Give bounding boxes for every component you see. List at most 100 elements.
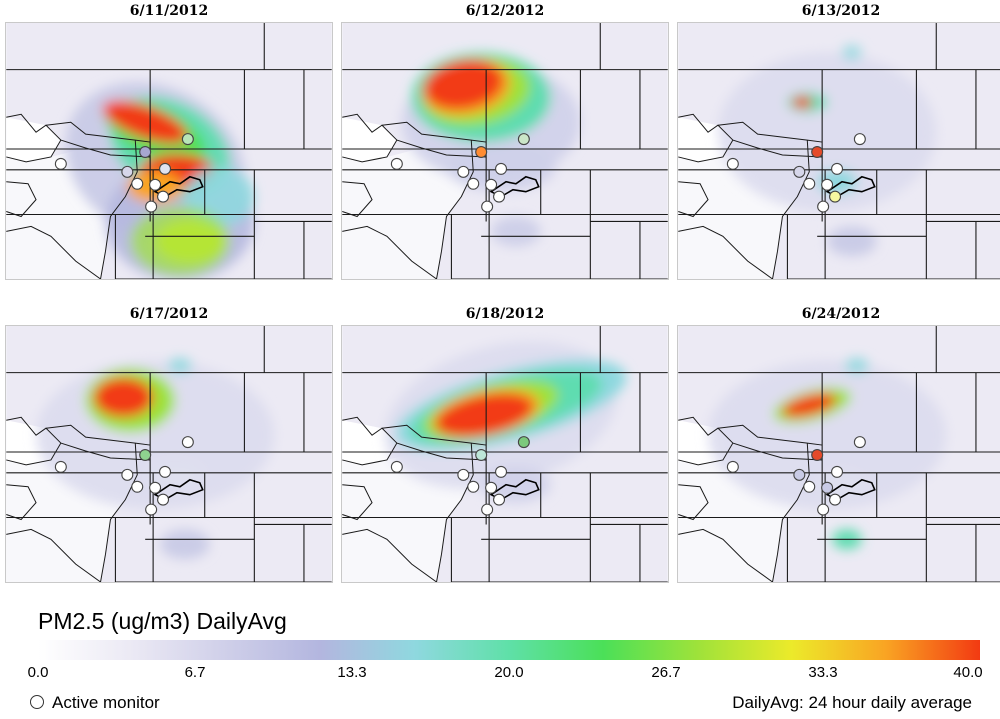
plume-contour: [841, 44, 862, 61]
monitor-marker: [493, 190, 506, 203]
plume-contour: [782, 393, 837, 418]
monitor-marker: [831, 465, 844, 478]
monitor-marker: [121, 468, 134, 481]
urban-outline: [153, 175, 204, 198]
map-panel-4: 6/17/2012: [5, 303, 333, 583]
panel-date: 6/12/2012: [465, 3, 545, 19]
monitor-marker: [829, 493, 842, 506]
map-svg: [678, 23, 1000, 279]
monitor-marker: [145, 200, 158, 213]
monitor-marker: [157, 493, 170, 506]
urban-outline: [825, 478, 876, 501]
monitor-marker: [853, 436, 866, 449]
monitor-marker: [467, 480, 480, 493]
monitor-marker: [831, 162, 844, 175]
monitor-marker: [495, 465, 508, 478]
monitor-marker: [853, 133, 866, 146]
map-svg: [678, 326, 1000, 582]
monitor-marker: [457, 468, 470, 481]
monitor-marker: [390, 460, 403, 473]
county-lines: [6, 113, 151, 279]
monitor-marker: [475, 145, 488, 158]
monitor-marker: [821, 178, 834, 191]
monitor-marker: [726, 460, 739, 473]
tick-label: 33.3: [808, 664, 838, 681]
monitor-marker: [517, 133, 530, 146]
tick-label: 40.0: [953, 664, 983, 681]
map-panel-3: 6/13/2012: [677, 0, 1000, 280]
monitor-marker: [457, 165, 470, 178]
county-lines: [342, 416, 487, 582]
monitor-legend: Active monitor: [30, 692, 160, 714]
monitor-marker: [467, 177, 480, 190]
monitor-marker: [481, 503, 494, 516]
monitor-marker: [495, 162, 508, 175]
monitor-marker: [493, 493, 506, 506]
colorbar: [38, 640, 980, 660]
monitor-marker: [390, 157, 403, 170]
monitor-marker: [131, 480, 144, 493]
monitor-marker: [793, 165, 806, 178]
plume-contour: [93, 377, 154, 418]
monitor-marker: [54, 157, 67, 170]
tick-label: 0.0: [27, 664, 49, 681]
county-lines: [678, 416, 823, 582]
tick-label: 6.7: [184, 664, 206, 681]
plume-contour: [145, 459, 205, 490]
monitor-marker: [181, 436, 194, 449]
plume-contour: [102, 100, 188, 144]
concentration-map: [5, 22, 333, 280]
monitor-marker: [517, 436, 530, 449]
plume-contour: [491, 216, 541, 247]
urban-outline: [153, 478, 204, 501]
monitor-legend-label: Active monitor: [52, 693, 160, 712]
map-panel-2: 6/12/2012: [341, 0, 669, 280]
map-svg: [6, 23, 332, 279]
map-panel-5: 6/18/2012: [341, 303, 669, 583]
urban-outline: [489, 478, 540, 501]
plume-contour: [160, 529, 210, 560]
map-panel-6: 6/24/2012: [677, 303, 1000, 583]
tick-label: 20.0: [494, 664, 524, 681]
monitor-marker: [829, 190, 842, 203]
monitor-marker: [803, 177, 816, 190]
concentration-map: [341, 325, 669, 583]
daily-average-note: DailyAvg: 24 hour daily average: [732, 693, 972, 712]
monitor-marker: [139, 448, 152, 461]
panel-date: 6/24/2012: [801, 306, 881, 322]
monitor-marker: [817, 503, 830, 516]
map-svg: [342, 23, 668, 279]
concentration-map: [677, 22, 1000, 280]
monitor-marker: [157, 190, 170, 203]
county-lines: [678, 113, 823, 279]
monitor-marker: [821, 481, 834, 494]
panel-date: 6/11/2012: [129, 3, 209, 19]
plume-contour: [827, 226, 877, 257]
monitor-marker: [475, 448, 488, 461]
legend-title: PM2.5 (ug/m3) DailyAvg: [38, 608, 287, 634]
panel-date: 6/18/2012: [465, 306, 545, 322]
monitor-marker: [817, 200, 830, 213]
plume-contour: [717, 52, 937, 212]
monitor-circle-icon: [30, 694, 44, 709]
plume-contour: [168, 357, 192, 374]
tick-label: 13.3: [337, 664, 367, 681]
monitor-marker: [803, 480, 816, 493]
monitor-marker: [149, 481, 162, 494]
map-panel-1: 6/11/2012: [5, 0, 333, 280]
urban-outline: [489, 175, 540, 198]
monitor-marker: [811, 145, 824, 158]
plume-contour: [844, 357, 869, 374]
monitor-marker: [139, 145, 152, 158]
map-svg: [342, 326, 668, 582]
monitor-marker: [485, 481, 498, 494]
monitor-marker: [181, 133, 194, 146]
monitor-marker: [485, 178, 498, 191]
monitor-marker: [793, 468, 806, 481]
map-svg: [6, 326, 332, 582]
monitor-marker: [149, 178, 162, 191]
concentration-map: [677, 325, 1000, 583]
panel-date: 6/17/2012: [129, 306, 209, 322]
plume-contour: [130, 206, 230, 277]
monitor-marker: [481, 200, 494, 213]
